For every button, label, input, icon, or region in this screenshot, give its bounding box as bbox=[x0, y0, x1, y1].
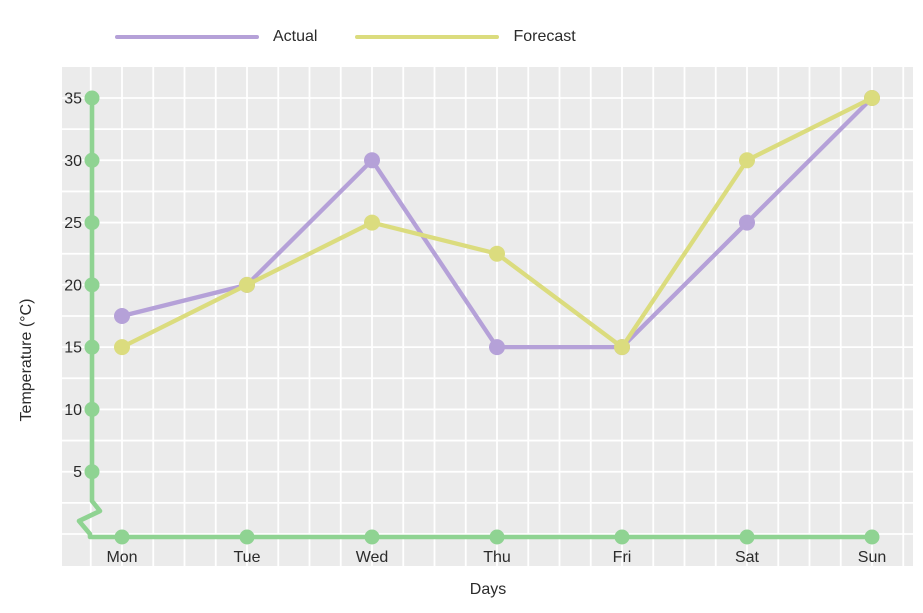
legend-label-actual: Actual bbox=[273, 28, 318, 45]
forecast-data-point bbox=[239, 276, 255, 293]
forecast-data-point bbox=[739, 152, 755, 169]
x-tick-label: Wed bbox=[356, 549, 389, 566]
forecast-data-point bbox=[864, 90, 880, 106]
actual-data-point bbox=[114, 307, 130, 324]
x-axis-tick-dot bbox=[739, 529, 755, 545]
legend-line-forecast-icon bbox=[355, 35, 500, 39]
forecast-data-point bbox=[614, 339, 630, 356]
x-tick-label: Thu bbox=[483, 549, 511, 566]
forecast-data-point bbox=[489, 245, 505, 262]
x-tick-label: Sat bbox=[735, 549, 760, 566]
actual-data-point bbox=[364, 152, 380, 169]
y-tick-label: 30 bbox=[64, 153, 82, 170]
y-tick-label: 5 bbox=[73, 464, 82, 481]
chart-legend: Actual Forecast bbox=[115, 28, 576, 46]
y-axis-title: Temperature (°C) bbox=[18, 299, 35, 422]
legend-item-forecast: Forecast bbox=[355, 28, 576, 46]
x-axis-title: Days bbox=[470, 581, 506, 598]
y-axis-tick-dot bbox=[84, 215, 100, 231]
legend-line-actual-icon bbox=[115, 35, 259, 39]
actual-data-point bbox=[739, 214, 755, 231]
y-tick-label: 20 bbox=[64, 277, 82, 294]
actual-data-point bbox=[489, 339, 505, 356]
x-axis-tick-dot bbox=[114, 529, 130, 545]
y-tick-label: 35 bbox=[64, 91, 82, 108]
x-axis-tick-dot bbox=[489, 529, 505, 545]
y-axis-tick-dot bbox=[84, 339, 100, 355]
x-axis-tick-dot bbox=[614, 529, 630, 545]
x-tick-label: Sun bbox=[858, 549, 886, 566]
y-axis-tick-dot bbox=[84, 464, 100, 480]
x-tick-label: Mon bbox=[106, 549, 137, 566]
y-axis-tick-dot bbox=[84, 90, 100, 106]
y-tick-label: 25 bbox=[64, 215, 82, 232]
legend-label-forecast: Forecast bbox=[513, 28, 576, 45]
y-axis-tick-dot bbox=[84, 152, 100, 168]
x-axis-tick-dot bbox=[864, 529, 880, 545]
y-axis-tick-dot bbox=[84, 277, 100, 293]
x-tick-label: Tue bbox=[234, 549, 261, 566]
legend-item-actual: Actual bbox=[115, 28, 317, 46]
x-tick-label: Fri bbox=[613, 549, 632, 566]
forecast-data-point bbox=[114, 339, 130, 356]
y-tick-label: 10 bbox=[64, 402, 82, 419]
y-axis-tick-dot bbox=[84, 401, 100, 417]
axis-spine bbox=[76, 95, 875, 540]
x-axis-tick-dot bbox=[239, 529, 255, 545]
forecast-data-point bbox=[364, 214, 380, 231]
x-axis-tick-dot bbox=[364, 529, 380, 545]
y-tick-label: 15 bbox=[64, 340, 82, 357]
